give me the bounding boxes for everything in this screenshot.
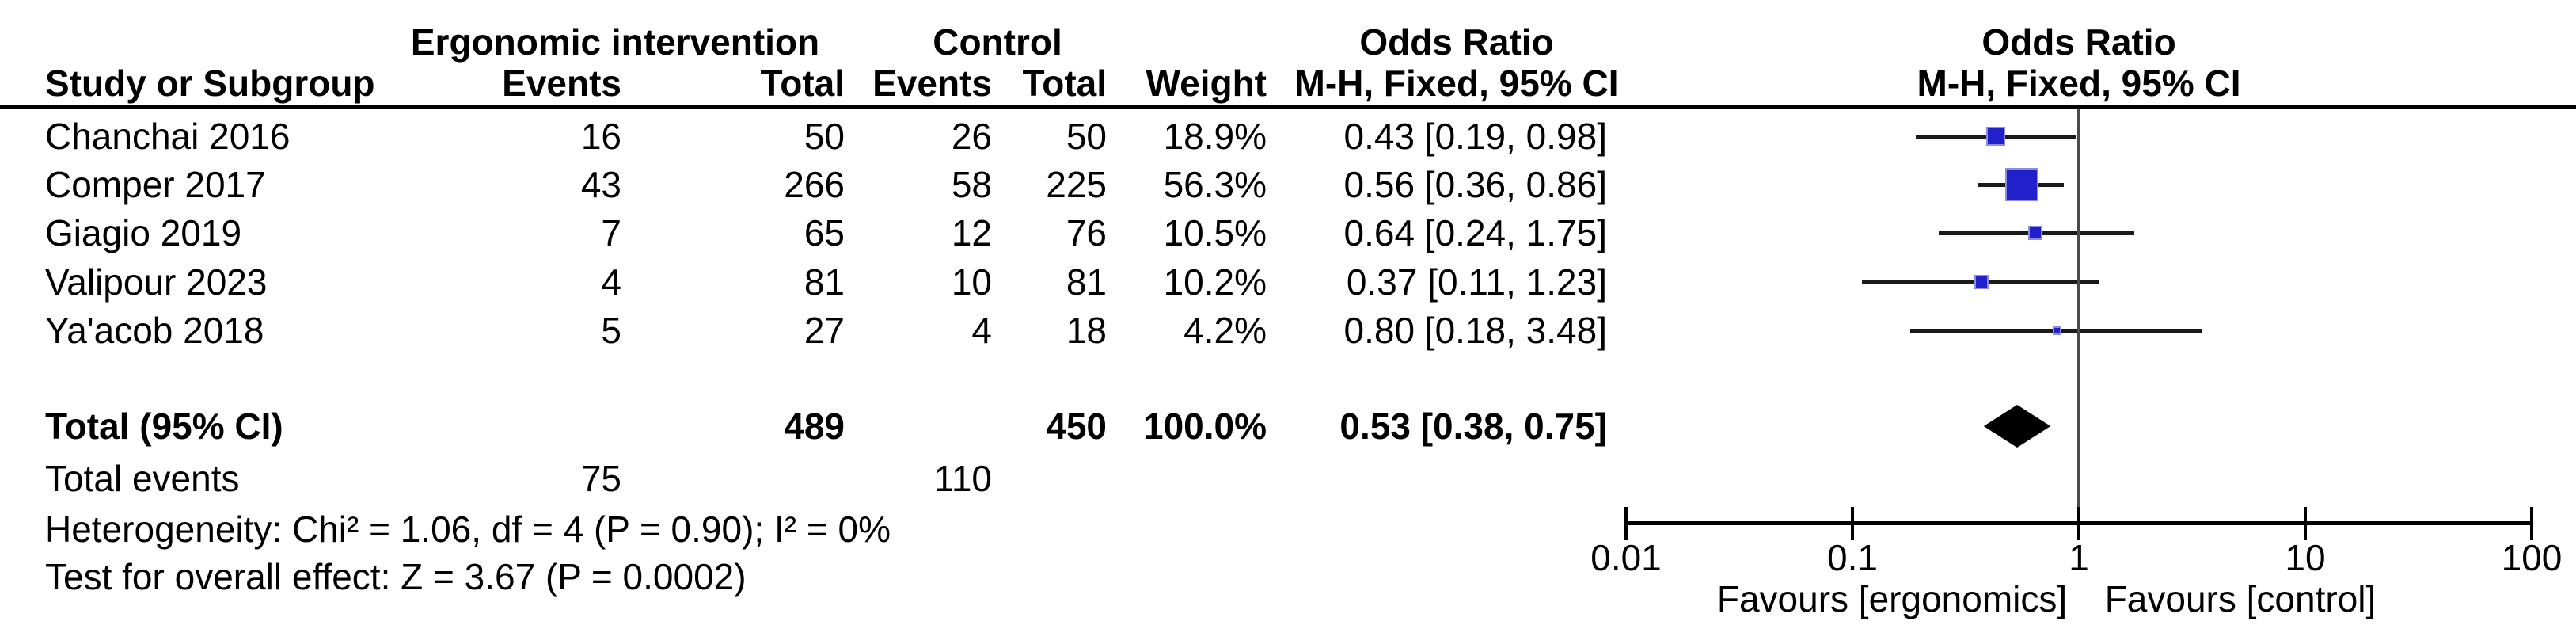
- col-header-ctrl-events: Events: [872, 63, 992, 104]
- effect-square: [2004, 168, 2038, 201]
- study-total: 81: [804, 261, 845, 303]
- study-events: 5: [601, 310, 621, 351]
- axis-tick: [1851, 507, 1854, 540]
- axis-tick-label: 0.1: [1827, 537, 1878, 578]
- axis-tick-label: 100: [2501, 537, 2563, 578]
- total-diamond: [1983, 405, 2051, 448]
- axis-tick: [2077, 507, 2080, 540]
- study-events: 43: [580, 164, 621, 205]
- axis-tick-label: 10: [2285, 537, 2326, 578]
- group-header-ergonomic: Ergonomic intervention: [410, 21, 820, 63]
- study-name: Comper 2017: [45, 164, 266, 205]
- study-events: 4: [601, 261, 621, 303]
- heterogeneity-text: Heterogeneity: Chi² = 1.06, df = 4 (P = …: [45, 509, 891, 550]
- study-weight: 10.2%: [1163, 261, 1267, 303]
- study-total: 65: [804, 212, 845, 253]
- total-row-weight: 100.0%: [1142, 406, 1267, 447]
- plot-header-method: M-H, Fixed, 95% CI: [1917, 63, 2241, 104]
- study-name: Valipour 2023: [45, 261, 268, 303]
- study-total: 27: [804, 310, 845, 351]
- study-or_text: 0.56 [0.36, 0.86]: [1343, 164, 1608, 205]
- total-row-erg-total: 489: [784, 406, 845, 447]
- study-weight: 56.3%: [1163, 164, 1267, 205]
- total-events-ctrl: 110: [933, 458, 992, 499]
- study-c_events: 12: [951, 212, 992, 253]
- header-divider-rule: [0, 105, 2576, 109]
- study-total: 266: [784, 164, 845, 205]
- study-c_events: 58: [951, 164, 992, 205]
- or-column-header-title: Odds Ratio: [1359, 21, 1554, 63]
- study-or_text: 0.43 [0.19, 0.98]: [1343, 116, 1608, 157]
- axis-tick-label: 0.01: [1590, 537, 1662, 578]
- study-c_events: 26: [951, 116, 992, 157]
- study-weight: 10.5%: [1163, 212, 1267, 253]
- study-events: 7: [601, 212, 621, 253]
- axis-tick: [2530, 507, 2533, 540]
- total-events-erg: 75: [580, 458, 621, 499]
- axis-tick-label: 1: [2069, 537, 2089, 578]
- plot-header-title: Odds Ratio: [1981, 21, 2176, 63]
- total-events-label: Total events: [45, 458, 240, 499]
- study-weight: 4.2%: [1184, 310, 1267, 351]
- col-header-erg-events: Events: [502, 63, 621, 104]
- study-name: Giagio 2019: [45, 212, 242, 253]
- effect-square: [2052, 326, 2061, 335]
- axis-tick: [2304, 507, 2307, 540]
- study-c_events: 4: [971, 310, 992, 351]
- group-header-control: Control: [933, 21, 1062, 63]
- study-or_text: 0.64 [0.24, 1.75]: [1343, 212, 1608, 253]
- col-header-study: Study or Subgroup: [45, 63, 375, 104]
- effect-square: [1986, 127, 2006, 146]
- col-header-ctrl-total: Total: [1022, 63, 1107, 104]
- col-header-erg-total: Total: [760, 63, 845, 104]
- total-row-ctrl-total: 450: [1046, 406, 1107, 447]
- study-total: 50: [804, 116, 845, 157]
- total-row-label: Total (95% CI): [45, 406, 283, 447]
- study-c_total: 50: [1066, 116, 1107, 157]
- favours-right-label: Favours [control]: [2104, 578, 2377, 619]
- study-name: Chanchai 2016: [45, 116, 291, 157]
- favours-left-label: Favours [ergonomics]: [1716, 578, 2068, 619]
- study-name: Ya'acob 2018: [45, 310, 264, 351]
- study-c_total: 18: [1066, 310, 1107, 351]
- study-c_events: 10: [951, 261, 992, 303]
- study-or_text: 0.37 [0.11, 1.23]: [1346, 261, 1607, 303]
- study-weight: 18.9%: [1163, 116, 1267, 157]
- study-c_total: 81: [1066, 261, 1107, 303]
- or-column-header-method: M-H, Fixed, 95% CI: [1294, 63, 1619, 104]
- effect-square: [1974, 275, 1989, 289]
- study-or_text: 0.80 [0.18, 3.48]: [1343, 310, 1608, 351]
- effect-square: [2027, 226, 2042, 240]
- total-row-or: 0.53 [0.38, 0.75]: [1339, 406, 1607, 447]
- col-header-weight: Weight: [1146, 63, 1267, 104]
- axis-tick: [1624, 507, 1628, 540]
- study-events: 16: [580, 116, 621, 157]
- study-c_total: 225: [1046, 164, 1107, 205]
- null-effect-line: [2077, 109, 2080, 523]
- overall-effect-text: Test for overall effect: Z = 3.67 (P = 0…: [45, 556, 747, 597]
- study-c_total: 76: [1066, 212, 1107, 253]
